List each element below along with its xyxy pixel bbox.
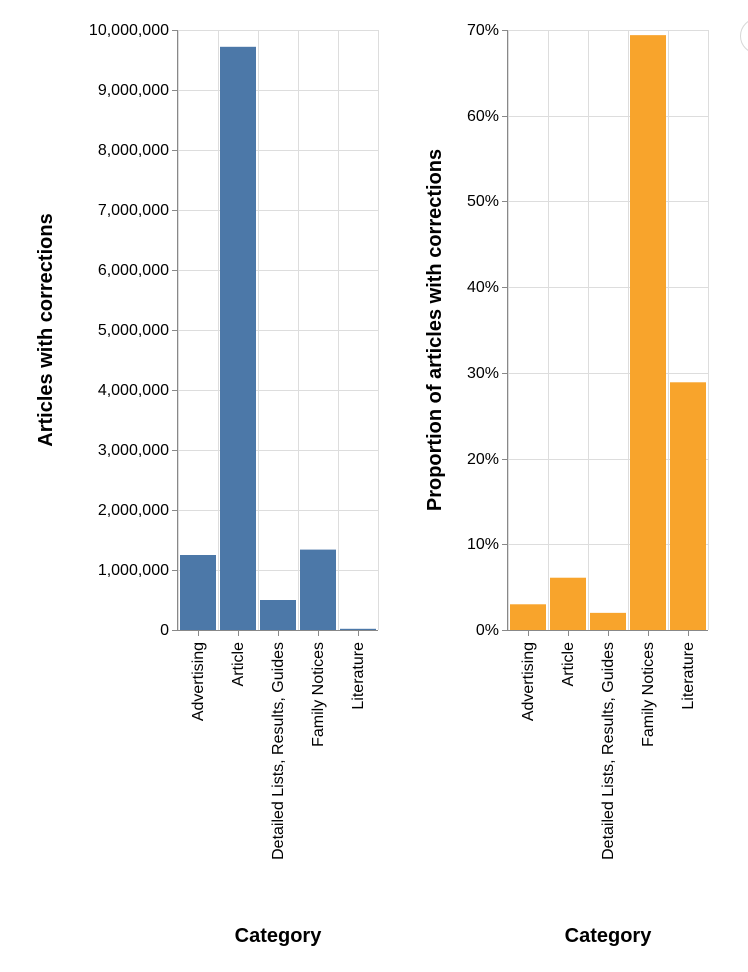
right-bar-chart: 0% 10% 20% 30% 40% 50% 60% 70% Advertising Articl… (424, 22, 709, 947)
bar-article[interactable] (550, 577, 586, 630)
y-axis-title: Proportion of articles with corrections (424, 149, 446, 511)
y-tick-label: 6,000,000 (98, 262, 169, 279)
x-axis-title: Category (235, 925, 323, 947)
y-tick-label: 4,000,000 (98, 382, 169, 399)
y-tick-label: 9,000,000 (98, 82, 169, 99)
x-tick-label: Article (560, 642, 577, 687)
y-tick-label: 50% (467, 193, 499, 210)
y-tick-label: 3,000,000 (98, 442, 169, 459)
x-axis-title: Category (565, 925, 653, 947)
y-tick-label: 10,000,000 (89, 22, 169, 39)
y-tick-label: 30% (467, 365, 499, 382)
bar-literature[interactable] (670, 382, 706, 630)
bar-literature[interactable] (340, 628, 376, 630)
x-tick-label: Advertising (520, 642, 537, 721)
bar-detailed-lists-results-guides[interactable] (590, 612, 626, 630)
y-tick-label: 10% (467, 536, 499, 553)
y-tick-label: 0 (160, 622, 169, 639)
bar-article[interactable] (220, 46, 256, 631)
bar-family-notices[interactable] (630, 35, 666, 630)
bar-advertising[interactable] (180, 555, 216, 630)
x-tick-label: Literature (680, 642, 697, 710)
x-tick-label: Article (230, 642, 247, 687)
y-axis-title: Articles with corrections (35, 213, 57, 446)
x-tick-label: Literature (350, 642, 367, 710)
x-tick-label: Family Notices (640, 642, 657, 747)
left-bar-chart: 0 1,000,000 2,000,000 3,000,000 4,000,000 5,0… (35, 22, 379, 947)
y-tick-label: 40% (467, 279, 499, 296)
bar-detailed-lists-results-guides[interactable] (260, 600, 296, 630)
y-tick-label: 60% (467, 108, 499, 125)
x-tick-label: Family Notices (310, 642, 327, 747)
y-tick-label: 20% (467, 451, 499, 468)
x-tick-label: Detailed Lists, Results, Guides (600, 642, 617, 860)
y-tick-label: 5,000,000 (98, 322, 169, 339)
x-tick-label: Advertising (190, 642, 207, 721)
y-tick-label: 2,000,000 (98, 502, 169, 519)
y-tick-label: 70% (467, 22, 499, 39)
y-tick-label: 0% (476, 622, 499, 639)
y-tick-label: 8,000,000 (98, 142, 169, 159)
y-tick-label: 1,000,000 (98, 562, 169, 579)
y-tick-label: 7,000,000 (98, 202, 169, 219)
bar-family-notices[interactable] (300, 549, 336, 630)
x-tick-label: Detailed Lists, Results, Guides (270, 642, 287, 860)
bar-advertising[interactable] (510, 604, 546, 630)
